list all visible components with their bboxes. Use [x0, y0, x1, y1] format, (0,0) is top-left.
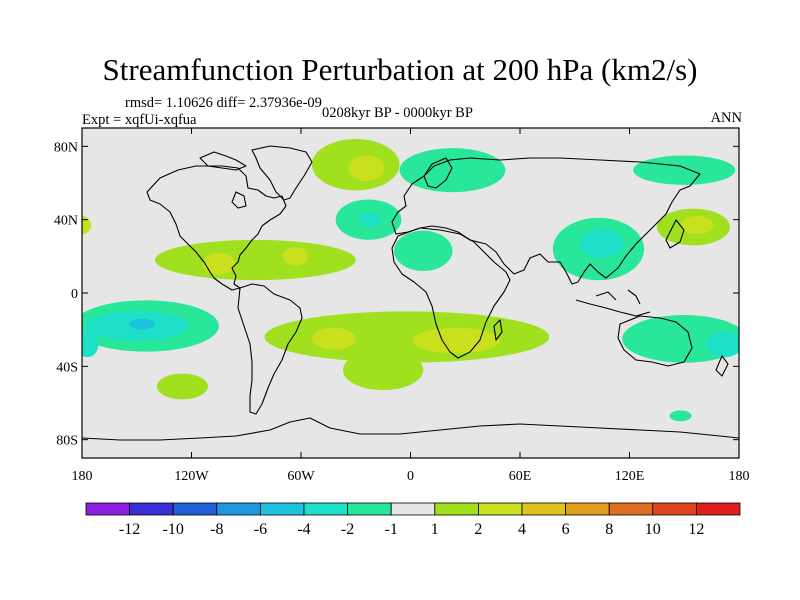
region-s-atlantic-africa-core-e	[412, 327, 500, 354]
colorbar-label: -2	[341, 521, 354, 538]
colorbar-label: -1	[385, 521, 398, 538]
x-tick-label: 120E	[615, 469, 645, 484]
contour-regions	[82, 139, 739, 422]
colorbar-swatch	[303, 502, 348, 516]
colorbar-swatch	[172, 502, 218, 516]
colorbar-swatch	[259, 502, 305, 516]
coastline-africa	[391, 227, 511, 359]
coastline-new-zealand	[715, 355, 729, 377]
colorbar-label: 10	[645, 521, 661, 538]
region-e-asia-core	[580, 228, 625, 259]
region-europe	[399, 148, 506, 193]
x-tick-label: 180	[72, 469, 93, 484]
colorbar-label: -4	[297, 521, 310, 538]
y-axis: 80N 40N 0 40S 80S	[54, 140, 739, 449]
colorbar-swatch	[696, 502, 741, 516]
y-tick-label: 40N	[54, 214, 78, 229]
colorbar-label: -12	[119, 521, 140, 538]
region-n-america-core-e	[282, 247, 309, 266]
x-axis: 180 120W 60W 0 60E 120E 180	[72, 128, 750, 484]
coastline-japan	[665, 219, 685, 249]
y-tick-label: 80S	[56, 434, 78, 449]
season-label: ANN	[710, 110, 742, 126]
region-nw-pacific-core	[680, 216, 714, 235]
colorbar-label: -10	[163, 521, 184, 538]
colorbar-label: 6	[562, 521, 570, 538]
colorbar-swatch	[565, 502, 610, 516]
colorbar-label: 2	[474, 521, 482, 538]
period-label: 0208kyr BP - 0000kyr BP	[322, 105, 473, 121]
region-n-america	[155, 239, 356, 281]
y-tick-label: 80N	[54, 140, 78, 155]
region-ne-siberia	[633, 155, 736, 185]
region-far-sw-pacific	[82, 331, 99, 358]
region-nw-corner	[82, 216, 92, 235]
colorbar-swatch	[347, 502, 392, 516]
coastline-north-america	[146, 165, 287, 291]
region-australia-core	[706, 331, 739, 358]
coastline-greenland	[251, 145, 313, 201]
colorbar-swatch	[477, 502, 523, 516]
region-s-pacific-tropical-inner	[129, 318, 156, 330]
region-s-atlantic-africa-core-w	[311, 327, 356, 350]
colorbar-label: 8	[605, 521, 613, 538]
experiment-label: Expt = xqfUi-xqfua	[82, 112, 197, 128]
region-southern-ocean	[669, 410, 692, 422]
chart-title: Streamfunction Perturbation at 200 hPa (…	[102, 52, 698, 87]
region-n-atlantic-greenland-core	[348, 155, 385, 182]
coastline-antarctica	[82, 417, 739, 441]
colorbar-swatch	[434, 502, 479, 516]
coastline-scandinavia	[423, 157, 453, 189]
region-c-atlantic-core	[359, 212, 382, 228]
colorbar-swatch	[608, 502, 654, 516]
coastlines	[82, 145, 739, 441]
x-tick-label: 0	[407, 469, 414, 484]
colorbar-swatch	[521, 502, 566, 516]
colorbar-swatch	[85, 502, 130, 516]
colorbar-label: 4	[518, 521, 526, 538]
x-tick-label: 180	[729, 469, 750, 484]
coastline-south-america	[237, 283, 303, 415]
coastline-madagascar	[493, 319, 503, 341]
colorbar-label: -6	[254, 521, 267, 538]
region-s-pacific-midlat	[156, 373, 208, 400]
region-s-atlantic-tongue	[342, 349, 424, 391]
coastline-hudson-bay	[231, 191, 247, 209]
coastline-australia	[617, 315, 693, 367]
y-tick-label: 40S	[56, 360, 78, 375]
coastline-indonesia	[575, 289, 651, 317]
colorbar-swatch	[390, 502, 436, 516]
region-n-africa	[394, 230, 453, 271]
colorbar-label: 12	[688, 521, 704, 538]
stats-text: rmsd= 1.10626 diff= 2.37936e-09	[125, 95, 322, 111]
coastline-eurasia	[391, 157, 701, 285]
x-tick-label: 60W	[287, 469, 315, 484]
region-n-america-core-w	[202, 252, 236, 275]
colorbar-label: -8	[210, 521, 223, 538]
y-tick-label: 0	[71, 287, 78, 302]
x-tick-label: 120W	[174, 469, 209, 484]
coastline-canadian-arctic	[199, 151, 247, 171]
colorbar-label: 1	[431, 521, 439, 538]
colorbar: -12 -10 -8 -6 -4 -2 -1 1 2 4 6 8 10 12	[85, 502, 741, 538]
colorbar-swatch	[652, 502, 697, 516]
colorbar-swatch	[129, 502, 174, 516]
x-tick-label: 60E	[509, 469, 532, 484]
colorbar-swatch	[216, 502, 261, 516]
